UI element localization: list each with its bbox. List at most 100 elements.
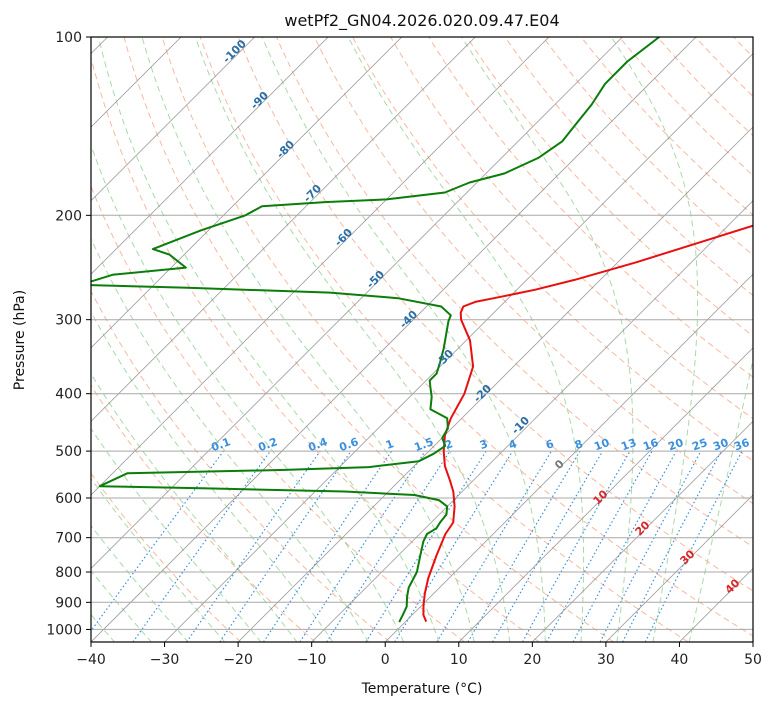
temperature-line xyxy=(422,224,753,622)
y-tick-label: 300 xyxy=(55,313,82,329)
dry-adiabat xyxy=(123,37,614,642)
mixing-ratio-label: 13 xyxy=(619,436,638,453)
y-tick-label: 800 xyxy=(55,565,82,581)
x-tick-label: −30 xyxy=(150,652,180,668)
x-tick-label: −40 xyxy=(76,652,106,668)
dry-adiabat xyxy=(466,37,753,337)
isotherm-line xyxy=(164,53,753,642)
x-tick-label: 10 xyxy=(450,652,468,668)
pressure-gridlines xyxy=(91,37,753,630)
moist-adiabat xyxy=(91,524,189,642)
dry-adiabat xyxy=(237,37,753,592)
x-axis-label: Temperature (°C) xyxy=(361,681,483,697)
mixing-ratio-label: 1.5 xyxy=(412,435,435,454)
mixing-ratio-label: 0.6 xyxy=(337,435,360,454)
mixing-ratio-label: 8 xyxy=(573,437,585,452)
y-axis-label: Pressure (hPa) xyxy=(12,290,28,390)
mixing-ratio-line xyxy=(262,450,392,642)
moist-adiabat xyxy=(141,37,475,642)
moist-adiabat xyxy=(347,37,585,642)
isotherm-line xyxy=(384,273,753,642)
y-tick-label: 200 xyxy=(55,208,82,224)
chart-title: wetPf2_GN04.2026.020.09.47.E04 xyxy=(284,11,559,31)
isotherm-line xyxy=(91,37,476,422)
moist-adiabat xyxy=(91,569,153,642)
isotherm-line xyxy=(458,347,753,642)
mixing-ratio-label: 0.4 xyxy=(306,435,329,454)
moist-adiabat xyxy=(194,37,511,642)
mixing-ratio-label: 2 xyxy=(443,437,455,452)
moist-adiabat xyxy=(91,143,405,642)
mixing-ratio-line xyxy=(572,450,677,642)
x-tick-label: 20 xyxy=(523,652,541,668)
mixing-ratio-label: 30 xyxy=(711,436,730,454)
mixing-ratio-line xyxy=(326,450,451,642)
dry-adiabat xyxy=(91,384,316,642)
moist-adiabat xyxy=(91,477,226,642)
dry-adiabat xyxy=(504,37,753,297)
dry-adiabat xyxy=(91,55,540,642)
moist-adiabat xyxy=(461,37,634,642)
axis-ticks: −40 −30 −20 −10 0 10 20 30 40 5010020030040050060… xyxy=(46,30,762,668)
x-tick-label: 40 xyxy=(671,652,689,668)
isotherm-line xyxy=(237,126,753,642)
dry-adiabat xyxy=(352,37,753,462)
isotherm-line xyxy=(311,200,753,642)
dry-adiabat xyxy=(390,37,753,420)
mixing-ratio-label: 10 xyxy=(592,436,611,454)
y-tick-label: 900 xyxy=(55,595,82,611)
mixing-ratio-label: 0.2 xyxy=(256,435,279,454)
mixing-ratio-line xyxy=(132,450,271,642)
moist-adiabat xyxy=(91,310,334,642)
dry-adiabat xyxy=(161,37,689,642)
dry-adiabat xyxy=(275,37,753,548)
mixing-ratio-label: 36 xyxy=(732,436,751,454)
isotherm-line xyxy=(605,494,753,642)
moist-adiabat xyxy=(261,37,546,642)
mixing-ratio-line xyxy=(394,450,514,642)
profile-lines xyxy=(91,37,753,623)
mixing-ratio-label: 4 xyxy=(507,437,519,452)
y-tick-label: 1000 xyxy=(46,622,82,638)
isotherm-line xyxy=(91,37,403,349)
isotherm-line xyxy=(91,37,329,275)
mixing-ratio-label: 1 xyxy=(384,437,396,452)
x-tick-label: −20 xyxy=(223,652,253,668)
plot-frame xyxy=(90,36,754,643)
mixing-ratio-label: 25 xyxy=(690,436,709,453)
mixing-ratio-label: 6 xyxy=(544,437,556,452)
mixing-ratio-line xyxy=(644,450,743,642)
isotherm-line xyxy=(91,37,255,202)
x-tick-label: 50 xyxy=(744,652,762,668)
dewpoint-line xyxy=(91,37,660,623)
mixing-ratio-line xyxy=(546,450,653,642)
background-lines xyxy=(91,37,753,642)
dry-adiabat xyxy=(91,472,242,642)
x-tick-label: 30 xyxy=(597,652,615,668)
mixing-ratio-label: 20 xyxy=(666,436,685,454)
x-tick-label: −10 xyxy=(297,652,327,668)
y-tick-label: 400 xyxy=(55,387,82,403)
isotherm-line xyxy=(532,420,753,642)
moist-adiabat xyxy=(98,37,440,642)
dry-adiabat xyxy=(91,185,465,642)
moist-adiabat xyxy=(91,237,369,642)
y-tick-label: 600 xyxy=(55,491,82,507)
y-tick-label: 100 xyxy=(55,30,82,46)
mixing-ratio-line xyxy=(186,450,321,642)
mixing-ratio-label: 16 xyxy=(641,436,660,454)
y-tick-label: 500 xyxy=(55,444,82,460)
y-tick-label: 700 xyxy=(55,531,82,547)
dry-adiabat xyxy=(428,37,753,378)
dry-adiabat xyxy=(314,37,753,505)
mixing-ratio-line xyxy=(521,450,631,642)
mixing-ratio-line xyxy=(91,450,224,632)
isotherm-line xyxy=(91,37,697,642)
mixing-ratio-line xyxy=(219,450,352,642)
mixing-ratio-label: 3 xyxy=(478,437,490,452)
dry-adiabat xyxy=(91,290,391,642)
moist-adiabat xyxy=(610,37,699,642)
isotherm-line xyxy=(91,37,623,569)
